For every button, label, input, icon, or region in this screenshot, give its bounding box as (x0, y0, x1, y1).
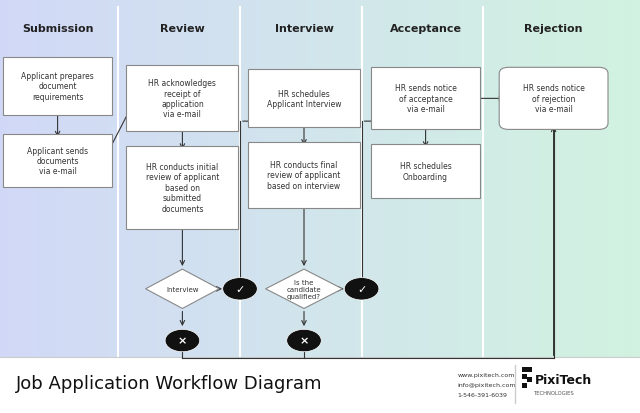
FancyBboxPatch shape (371, 145, 480, 198)
Text: HR sends notice
of acceptance
via e-mail: HR sends notice of acceptance via e-mail (395, 84, 456, 114)
Text: HR sends notice
of rejection
via e-mail: HR sends notice of rejection via e-mail (523, 84, 584, 114)
Polygon shape (146, 270, 219, 309)
Text: Rejection: Rejection (524, 24, 583, 34)
Polygon shape (266, 270, 342, 309)
FancyBboxPatch shape (371, 68, 480, 130)
Text: Interview: Interview (275, 24, 333, 34)
Text: HR schedules
Onboarding: HR schedules Onboarding (400, 162, 451, 181)
FancyBboxPatch shape (126, 66, 238, 132)
FancyBboxPatch shape (499, 68, 608, 130)
FancyBboxPatch shape (522, 368, 527, 373)
FancyBboxPatch shape (527, 368, 532, 373)
Circle shape (165, 330, 200, 352)
Text: HR conducts initial
review of applicant
based on
submitted
documents: HR conducts initial review of applicant … (146, 163, 219, 213)
Circle shape (223, 278, 257, 300)
Text: TECHNOLOGIES: TECHNOLOGIES (534, 390, 575, 395)
Text: ×: × (300, 336, 308, 346)
Text: Applicant sends
documents
via e-mail: Applicant sends documents via e-mail (27, 146, 88, 176)
FancyBboxPatch shape (126, 147, 238, 229)
Text: HR conducts final
review of applicant
based on interview: HR conducts final review of applicant ba… (268, 161, 340, 190)
Text: ✓: ✓ (236, 284, 244, 294)
Text: ×: × (178, 336, 187, 346)
Text: ✓: ✓ (357, 284, 366, 294)
FancyBboxPatch shape (3, 58, 112, 116)
Text: www.pixitech.com: www.pixitech.com (458, 373, 515, 377)
Text: Submission: Submission (22, 24, 93, 34)
FancyBboxPatch shape (3, 134, 112, 188)
Text: 1-546-391-6039: 1-546-391-6039 (458, 392, 508, 397)
Text: Job Application Workflow Diagram: Job Application Workflow Diagram (16, 374, 323, 392)
FancyBboxPatch shape (0, 357, 640, 413)
Text: Applicant prepares
document
requirements: Applicant prepares document requirements (21, 72, 94, 102)
FancyBboxPatch shape (248, 142, 360, 209)
Text: Acceptance: Acceptance (390, 24, 461, 34)
Text: PixiTech: PixiTech (534, 373, 591, 387)
FancyBboxPatch shape (522, 374, 527, 379)
Text: HR schedules
Applicant Interview: HR schedules Applicant Interview (267, 90, 341, 109)
Text: Review: Review (160, 24, 205, 34)
Circle shape (287, 330, 321, 352)
Text: Interview: Interview (166, 286, 198, 292)
FancyBboxPatch shape (522, 383, 527, 388)
FancyBboxPatch shape (248, 70, 360, 128)
Text: info@pixitech.com: info@pixitech.com (458, 382, 516, 387)
Text: HR acknowledges
receipt of
application
via e-mail: HR acknowledges receipt of application v… (148, 79, 216, 119)
Text: Is the
candidate
qualified?: Is the candidate qualified? (287, 279, 321, 299)
Circle shape (344, 278, 379, 300)
FancyBboxPatch shape (527, 377, 532, 382)
